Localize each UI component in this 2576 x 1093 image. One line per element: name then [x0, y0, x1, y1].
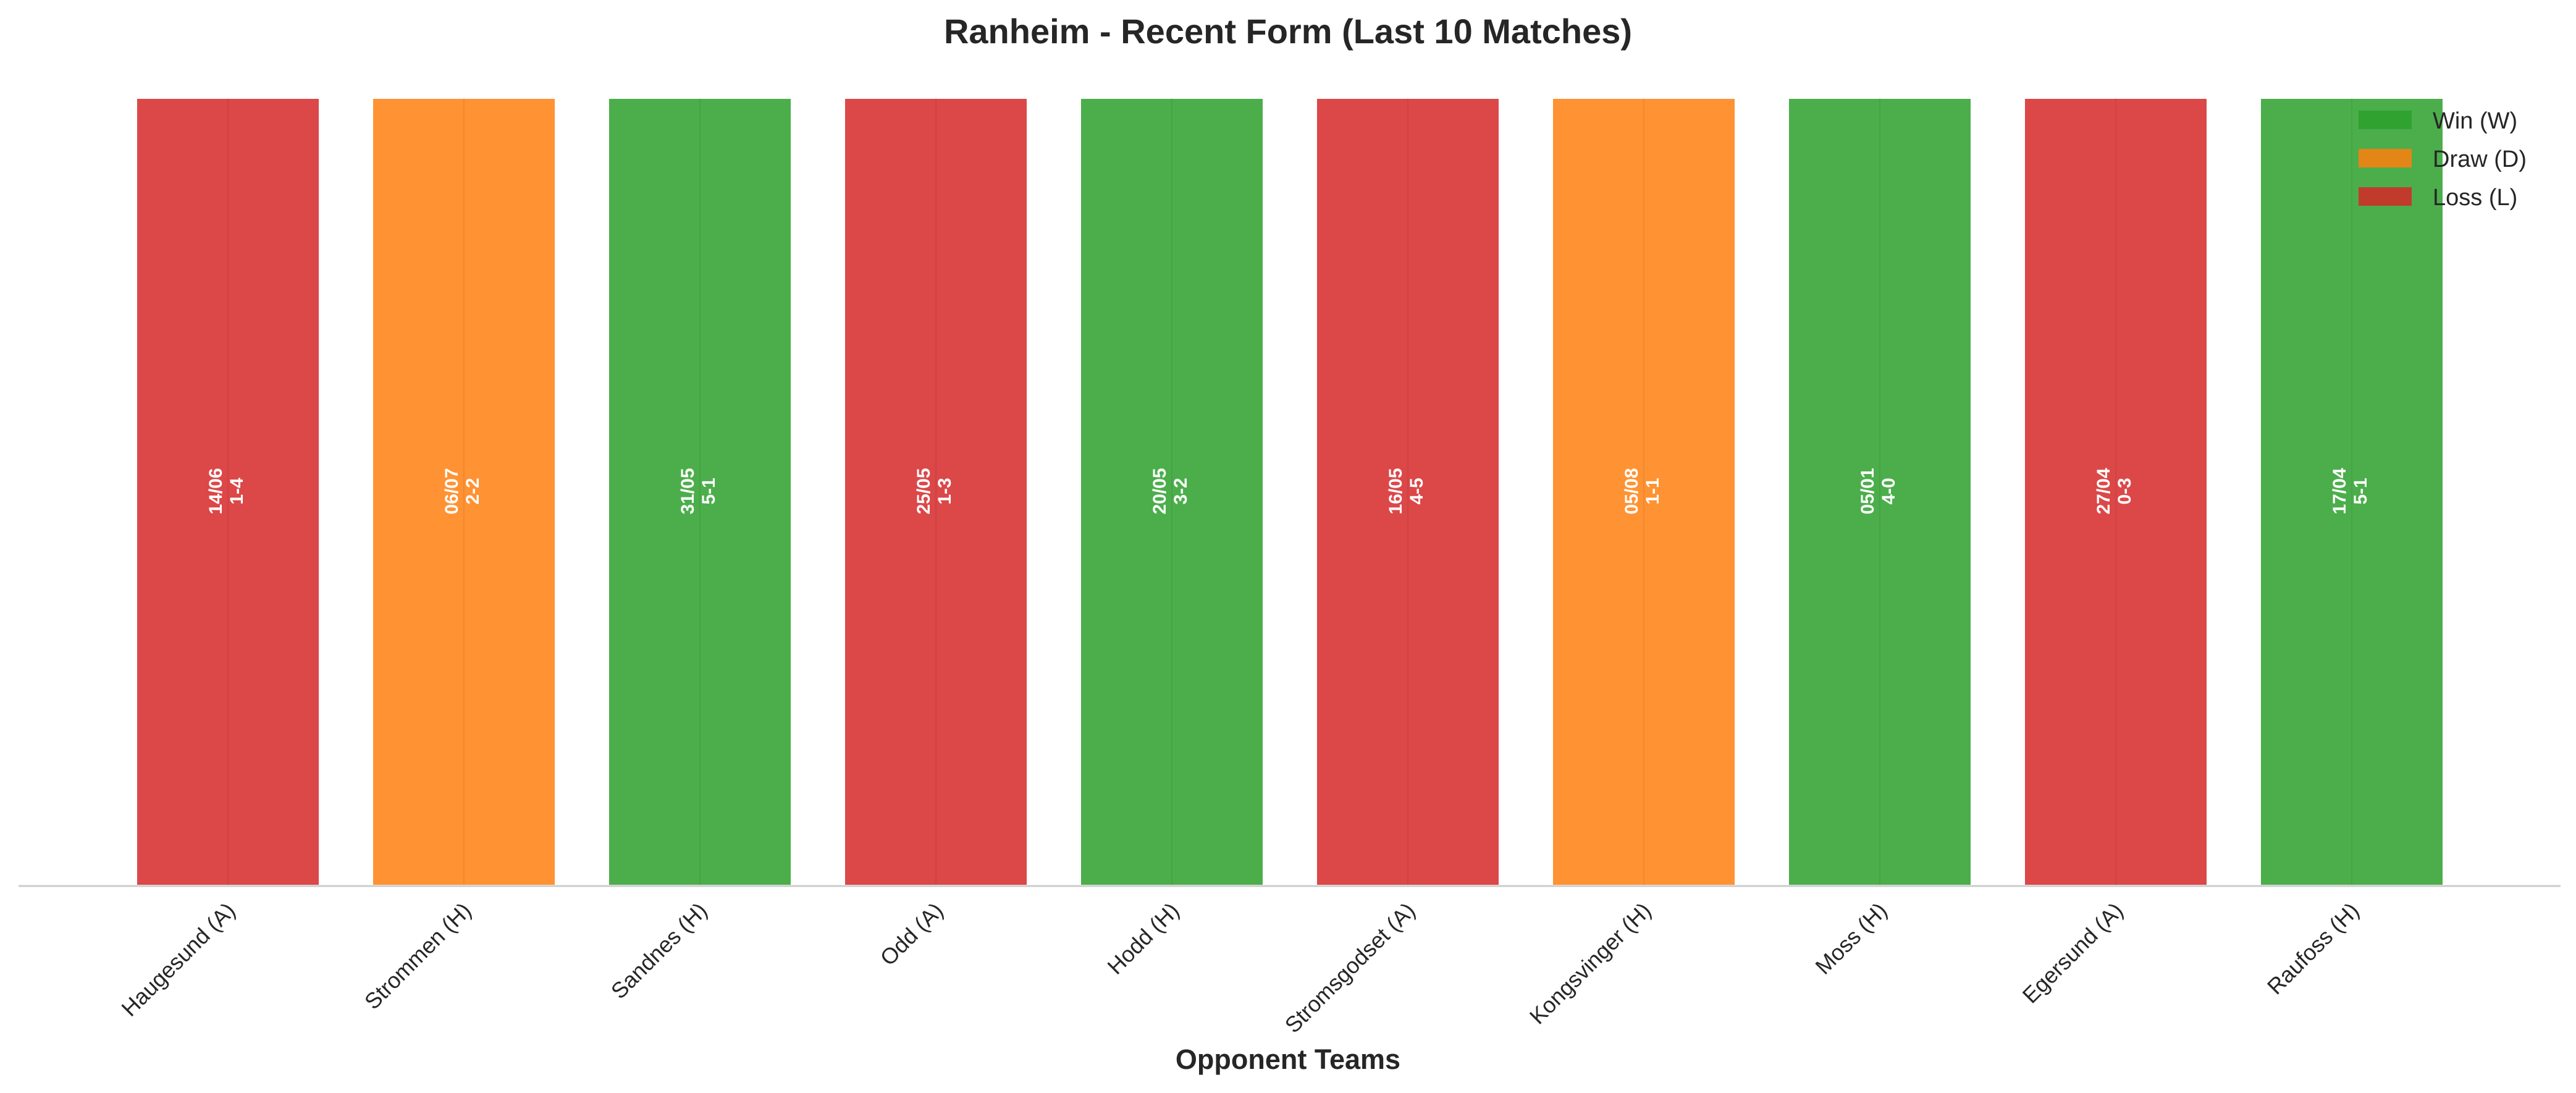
bar-date-label: 05/08 — [1622, 468, 1642, 514]
bar-4 — [843, 96, 1029, 887]
bar-date-label: 05/01 — [1858, 468, 1878, 514]
legend-swatch-l — [2359, 187, 2412, 206]
bar-score-label: 5-1 — [699, 478, 719, 504]
legend-swatch-d — [2359, 149, 2412, 167]
x-tick-label: Egersund (A) — [2018, 898, 2128, 1008]
x-axis-label: Opponent Teams — [1176, 1044, 1400, 1075]
legend: Win (W) Draw (D) Loss (L) — [2359, 108, 2527, 211]
x-tick-labels: Haugesund (A) Strommen (H) Sandnes (H) Odd … — [116, 898, 2363, 1038]
bar-score-label: 1-1 — [1643, 478, 1663, 504]
bar-2 — [371, 96, 557, 887]
bar-date-label: 20/05 — [1150, 468, 1170, 514]
bar-6 — [1315, 96, 1501, 887]
bar-7 — [1551, 96, 1737, 887]
bar-date-label: 16/05 — [1386, 468, 1406, 514]
bar-3 — [607, 96, 793, 887]
bar-10 — [2258, 96, 2445, 887]
bar-date-label: 25/05 — [914, 468, 934, 514]
x-tick-label: Moss (H) — [1810, 898, 1892, 979]
x-tick-label: Odd (A) — [875, 898, 948, 971]
bar-score-label: 2-2 — [463, 478, 483, 504]
x-tick-label: Raufoss (H) — [2262, 898, 2364, 1000]
bar-date-label: 14/06 — [206, 468, 226, 514]
bar-score-label: 1-3 — [935, 478, 955, 504]
bar-5 — [1079, 96, 1265, 887]
x-tick-label: Stromsgodset (A) — [1280, 898, 1420, 1038]
bar-score-label: 4-0 — [1879, 478, 1899, 504]
x-tick-label: Sandnes (H) — [606, 898, 712, 1004]
x-tick-label: Hodd (H) — [1102, 898, 1184, 979]
x-tick-label: Haugesund (A) — [116, 898, 240, 1021]
legend-label-w: Win (W) — [2433, 108, 2517, 134]
bar-date-label: 27/04 — [2094, 468, 2114, 514]
bar-score-label: 4-5 — [1407, 478, 1427, 504]
bar-score-label: 5-1 — [2351, 478, 2371, 504]
chart-title: Ranheim - Recent Form (Last 10 Matches) — [944, 12, 1632, 51]
bar-score-label: 0-3 — [2115, 478, 2135, 504]
bars-group: 14/06 1-4 06/07 2-2 31/05 5-1 25/05 1-3 20/05 3-2… — [135, 96, 2445, 887]
bar-date-label: 31/05 — [678, 468, 698, 514]
bar-date-label: 17/04 — [2330, 468, 2350, 514]
legend-label-l: Loss (L) — [2433, 185, 2517, 211]
x-tick-label: Strommen (H) — [360, 898, 476, 1015]
bar-score-label: 1-4 — [227, 478, 247, 505]
x-tick-label: Kongsvinger (H) — [1525, 898, 1656, 1029]
bar-score-label: 3-2 — [1171, 478, 1191, 504]
bar-1 — [135, 96, 321, 887]
legend-swatch-w — [2359, 111, 2412, 129]
bar-8 — [1787, 96, 1973, 887]
bar-date-label: 06/07 — [442, 468, 462, 514]
legend-label-d: Draw (D) — [2433, 146, 2527, 172]
